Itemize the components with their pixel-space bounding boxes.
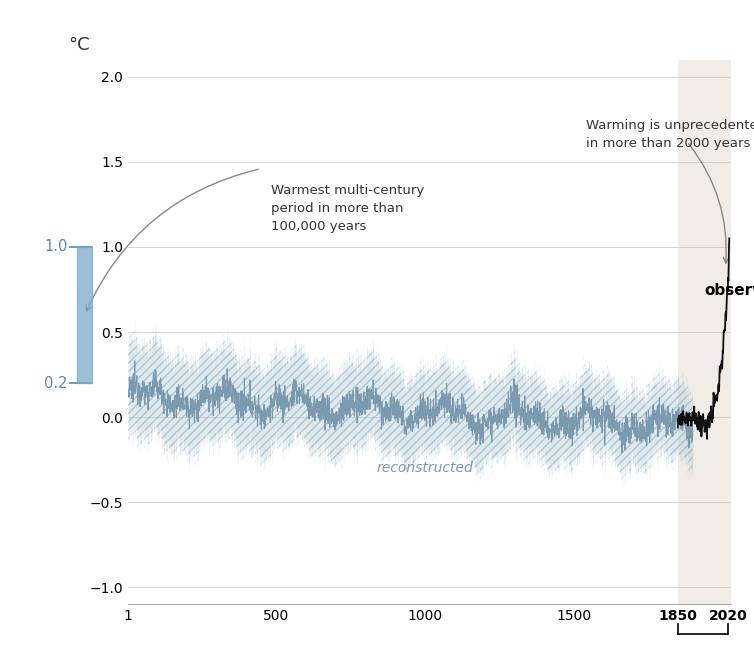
Text: 1.0: 1.0: [44, 240, 68, 254]
Bar: [678, 60, 731, 604]
Text: 0.2: 0.2: [44, 376, 68, 390]
Text: °C: °C: [68, 37, 90, 54]
Text: Warming is unprecedented
in more than 2000 years: Warming is unprecedented in more than 20…: [586, 120, 754, 150]
Bar: [77, 247, 92, 383]
Text: Warmest multi-century
period in more than
100,000 years: Warmest multi-century period in more tha…: [271, 184, 424, 233]
Text: reconstructed: reconstructed: [377, 461, 474, 475]
Text: observed: observed: [705, 283, 754, 297]
